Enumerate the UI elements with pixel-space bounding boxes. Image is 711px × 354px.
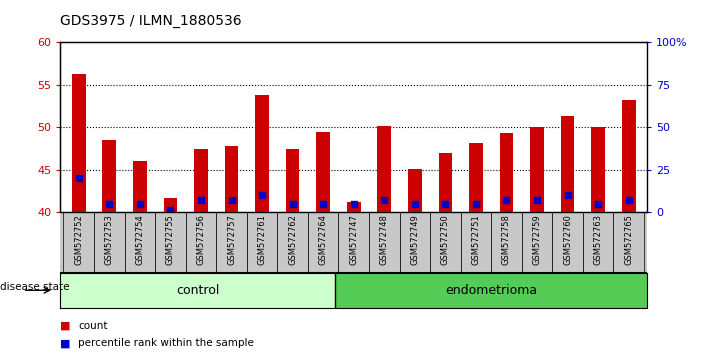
Text: GSM572761: GSM572761 [257, 214, 267, 265]
Bar [583, 212, 614, 273]
Text: GSM572763: GSM572763 [594, 214, 603, 265]
Point [318, 201, 329, 207]
Point [165, 207, 176, 213]
Text: control: control [176, 284, 220, 297]
Text: GSM572765: GSM572765 [624, 214, 634, 265]
Bar [277, 212, 308, 273]
Bar [255, 95, 269, 212]
Bar [286, 149, 299, 212]
Bar [552, 212, 583, 273]
Bar [378, 126, 391, 212]
Point [196, 197, 207, 202]
Bar [194, 149, 208, 212]
Bar [530, 127, 544, 212]
Bar [102, 140, 116, 212]
Text: endometrioma: endometrioma [445, 284, 538, 297]
Bar [522, 212, 552, 273]
Bar [164, 198, 177, 212]
Point [378, 197, 390, 202]
Bar [186, 212, 216, 273]
Bar [491, 212, 522, 273]
Text: percentile rank within the sample: percentile rank within the sample [78, 338, 254, 348]
Point [592, 201, 604, 207]
Bar [247, 212, 277, 273]
Text: GSM572754: GSM572754 [135, 214, 144, 265]
Bar [622, 100, 636, 212]
Point [226, 197, 237, 202]
Point [348, 201, 359, 207]
Point [562, 193, 573, 198]
Bar [614, 212, 644, 273]
Text: GSM572755: GSM572755 [166, 214, 175, 265]
Point [287, 201, 299, 207]
Point [257, 193, 268, 198]
Bar [60, 273, 336, 308]
Text: GSM572760: GSM572760 [563, 214, 572, 265]
Bar [430, 212, 461, 273]
Text: GSM572759: GSM572759 [533, 214, 542, 265]
Text: GDS3975 / ILMN_1880536: GDS3975 / ILMN_1880536 [60, 14, 242, 28]
Point [104, 201, 115, 207]
Text: ■: ■ [60, 321, 71, 331]
Text: count: count [78, 321, 107, 331]
Bar [408, 169, 422, 212]
Bar [94, 212, 124, 273]
Point [470, 201, 481, 207]
Text: GSM572762: GSM572762 [288, 214, 297, 265]
Bar [592, 127, 605, 212]
Text: GSM572764: GSM572764 [319, 214, 328, 265]
Text: GSM572753: GSM572753 [105, 214, 114, 265]
Bar [500, 133, 513, 212]
Bar [316, 132, 330, 212]
Text: GSM572757: GSM572757 [227, 214, 236, 265]
Bar [400, 212, 430, 273]
Bar [336, 273, 647, 308]
Text: GSM572750: GSM572750 [441, 214, 450, 265]
Bar [469, 143, 483, 212]
Bar [338, 212, 369, 273]
Bar [72, 74, 85, 212]
Bar [561, 116, 574, 212]
Bar [63, 212, 94, 273]
Bar [308, 212, 338, 273]
Text: GSM572749: GSM572749 [410, 214, 419, 265]
Point [623, 197, 634, 202]
Bar [124, 212, 155, 273]
Bar [133, 161, 146, 212]
Point [134, 201, 146, 207]
Bar [461, 212, 491, 273]
Bar [439, 153, 452, 212]
Text: GSM572748: GSM572748 [380, 214, 389, 265]
Text: ■: ■ [60, 338, 71, 348]
Bar [369, 212, 400, 273]
Text: GSM572751: GSM572751 [471, 214, 481, 265]
Text: GSM572752: GSM572752 [74, 214, 83, 265]
Text: GSM572758: GSM572758 [502, 214, 511, 265]
Point [73, 176, 85, 181]
Bar [347, 202, 360, 212]
Bar [225, 146, 238, 212]
Text: GSM572756: GSM572756 [196, 214, 205, 265]
Bar [216, 212, 247, 273]
Point [409, 201, 420, 207]
Point [501, 197, 512, 202]
Point [439, 201, 451, 207]
Text: disease state: disease state [0, 282, 70, 292]
Bar [155, 212, 186, 273]
Text: GSM572747: GSM572747 [349, 214, 358, 265]
Point [531, 197, 542, 202]
